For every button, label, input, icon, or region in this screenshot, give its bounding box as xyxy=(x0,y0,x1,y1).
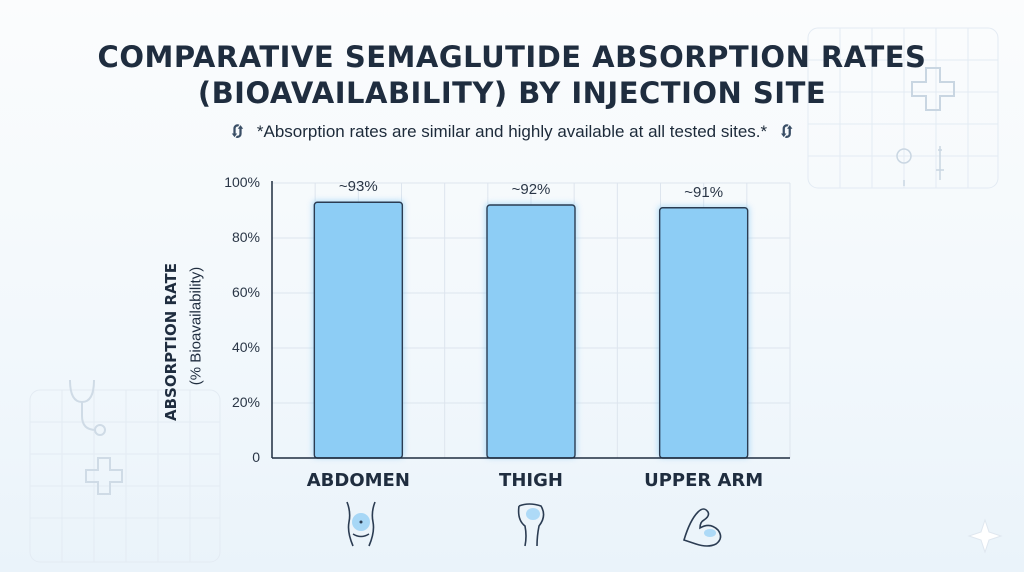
y-tick-label: 80% xyxy=(231,229,260,245)
data-label: ~91% xyxy=(684,183,724,201)
bar-abdomen xyxy=(313,201,404,459)
y-tick-label: 0 xyxy=(252,449,260,465)
category-label: THIGH xyxy=(499,470,563,491)
bar-thigh xyxy=(486,204,576,459)
upper-arm-icon xyxy=(683,508,722,547)
chart-title-line-2: (BIOAVAILABILITY) BY INJECTION SITE xyxy=(197,76,827,110)
data-label: ~92% xyxy=(511,181,551,198)
sync-icon: 🔄︎ xyxy=(229,124,245,141)
y-tick-label: 20% xyxy=(231,394,260,410)
bar-upper-arm xyxy=(658,207,749,459)
chart-subtitle: 🔄︎ *Absorption rates are similar and high… xyxy=(0,121,1024,143)
thigh-icon xyxy=(517,503,545,547)
sync-icon: 🔄︎ xyxy=(779,124,795,141)
y-tick-label: 100% xyxy=(224,174,260,190)
category-label: UPPER ARM xyxy=(644,470,764,491)
data-label: ~93% xyxy=(338,178,378,196)
y-tick-label: 60% xyxy=(231,284,260,300)
subtitle-text: *Absorption rates are similar and highly… xyxy=(256,122,768,141)
y-tick-label: 40% xyxy=(231,339,260,355)
chart-title-line-1: COMPARATIVE SEMAGLUTIDE ABSORPTION RATES xyxy=(97,40,927,74)
category-label: ABDOMEN xyxy=(306,470,410,491)
abdomen-icon xyxy=(346,501,376,547)
